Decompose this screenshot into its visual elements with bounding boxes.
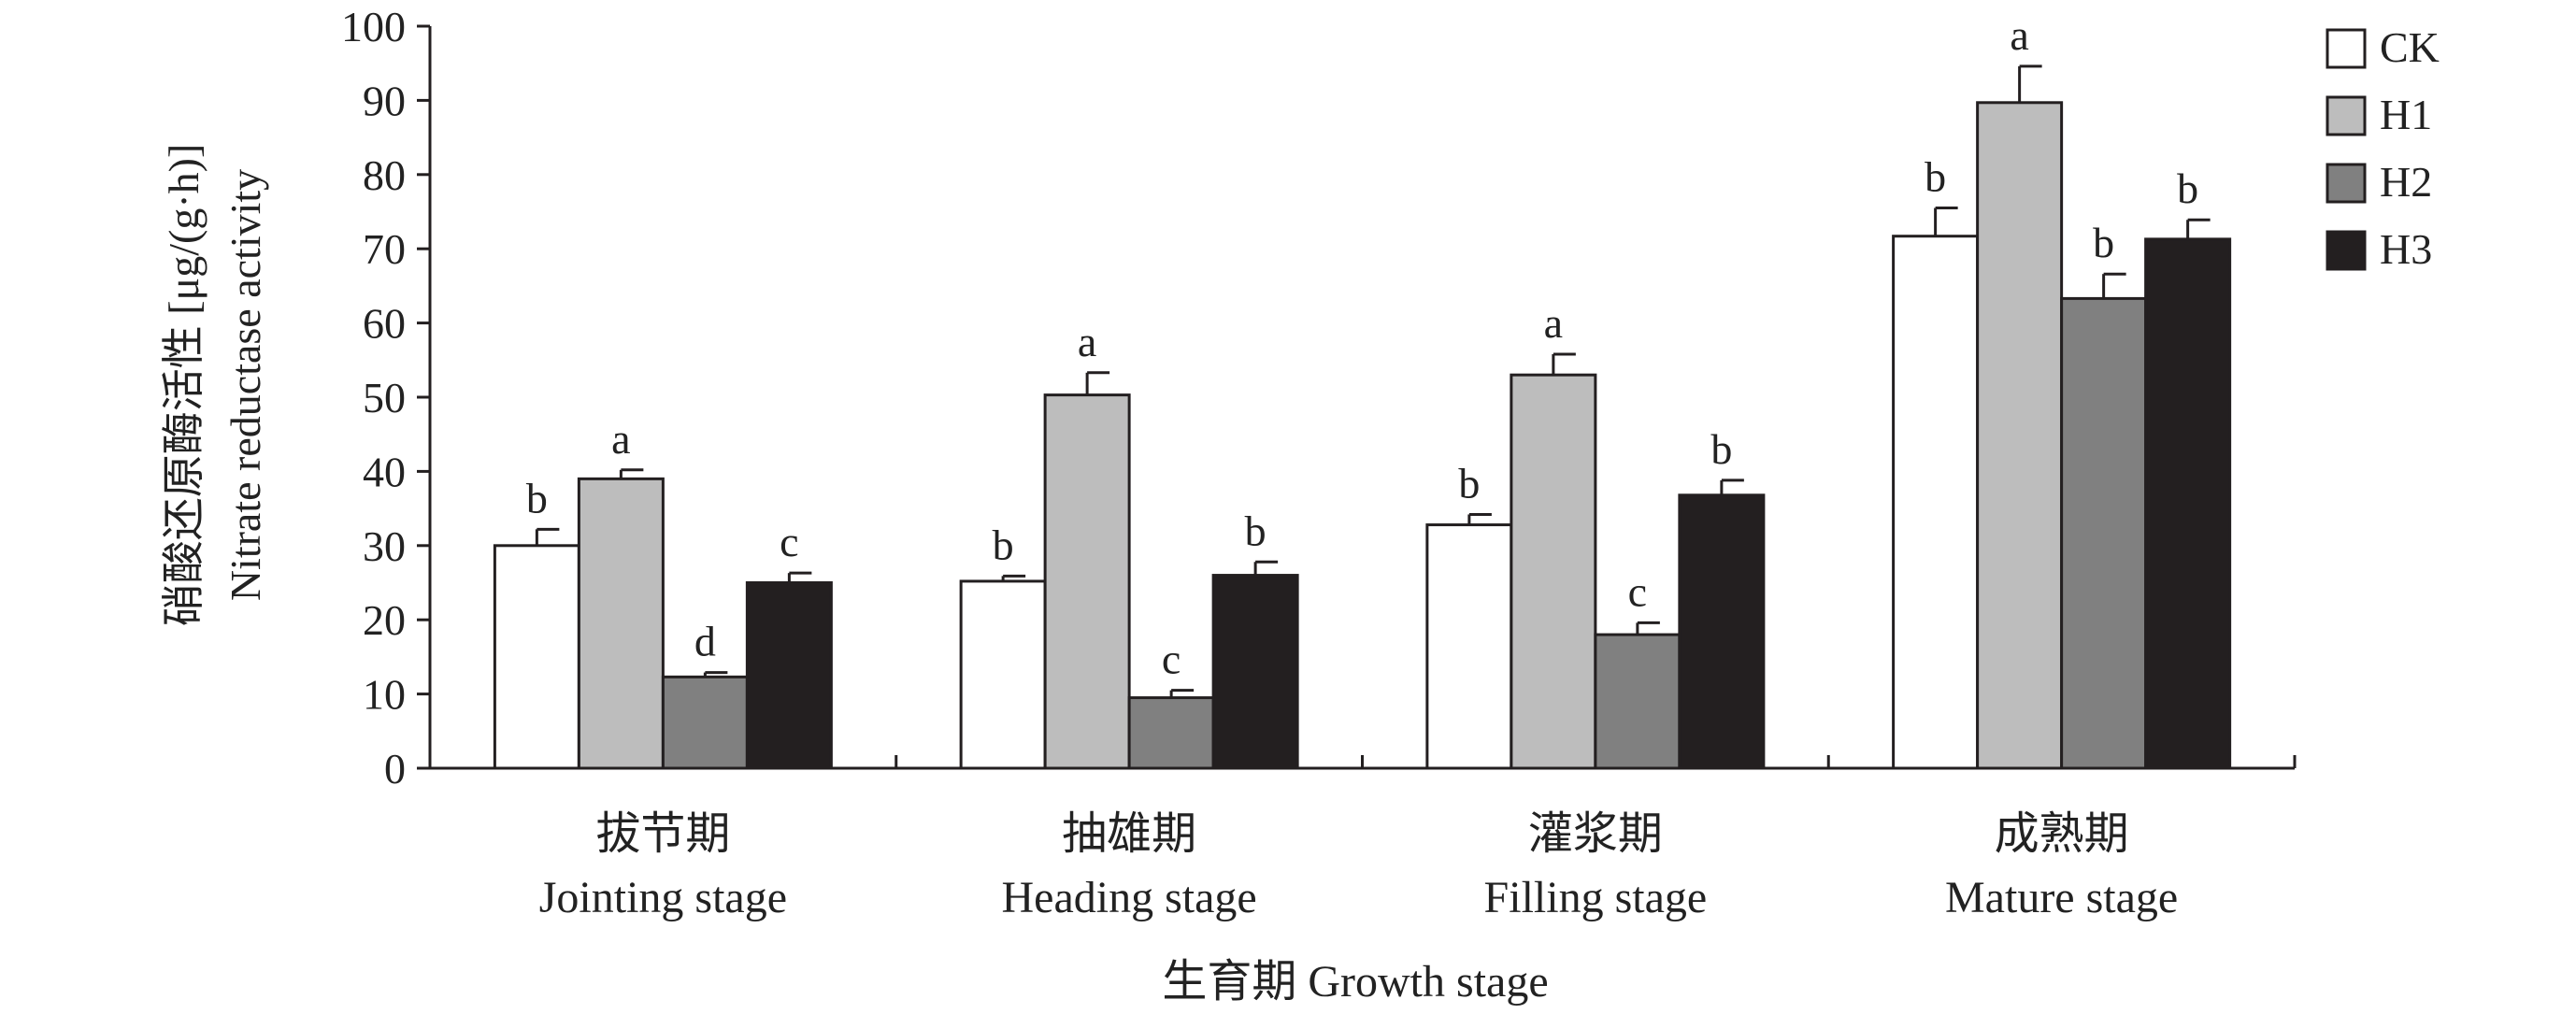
significance-label: a — [2010, 11, 2028, 59]
category-label-cn: 拔节期 — [595, 809, 730, 859]
y-tick-label: 40 — [363, 448, 406, 495]
bar-H3 — [1678, 493, 1766, 770]
bar-CK — [1425, 523, 1513, 770]
significance-label: d — [694, 618, 716, 665]
significance-label: b — [2177, 164, 2198, 212]
bar-CK — [1892, 235, 1980, 770]
significance-label: a — [1078, 318, 1096, 365]
significance-label: c — [1628, 567, 1647, 615]
y-axis-title: 硝酸还原酶活性 [μg/(g·h)] Nitrate reductase act… — [160, 144, 269, 627]
bar-H3 — [745, 581, 833, 770]
y-tick-label: 10 — [363, 671, 406, 719]
y-tick-label: 100 — [341, 3, 406, 50]
significance-label: c — [1162, 636, 1181, 683]
significance-label: a — [611, 415, 630, 463]
y-tick-label: 80 — [363, 151, 406, 199]
bar-H2 — [1127, 696, 1215, 770]
y-tick-label: 70 — [363, 225, 406, 273]
significance-label: b — [1458, 459, 1480, 507]
bar-H1 — [1510, 373, 1597, 770]
bar-H2 — [1594, 633, 1682, 770]
y-tick-label: 30 — [363, 522, 406, 570]
category-label-cn: 灌浆期 — [1528, 809, 1663, 859]
significance-label: b — [1245, 507, 1267, 554]
significance-label: b — [1925, 153, 1946, 201]
bar-CK — [493, 544, 580, 770]
significance-label: c — [780, 518, 798, 565]
category-label-en: Filling stage — [1484, 873, 1708, 922]
legend-swatch-H3 — [2326, 230, 2367, 271]
significance-label: b — [2093, 219, 2114, 266]
y-tick-label: 60 — [363, 300, 406, 348]
y-tick-label: 0 — [384, 745, 406, 793]
legend-label-H1: H1 — [2380, 91, 2432, 138]
y-tick-label: 50 — [363, 374, 406, 421]
plot-area: 0 10 20 30 40 50 60 70 80 90 100 b a d c 拔节期 Jointing st… — [341, 3, 2297, 922]
bar-H2 — [661, 675, 749, 770]
y-tick-label: 20 — [363, 596, 406, 644]
category-label-cn: 抽雄期 — [1062, 809, 1196, 859]
y-axis-title-cn: 硝酸还原酶活性 [μg/(g·h)] — [160, 144, 208, 627]
x-axis-title: 生育期 Growth stage — [1162, 957, 1548, 1007]
legend: CK H1 H2 H3 — [2326, 23, 2440, 273]
y-tick-label: 90 — [363, 77, 406, 124]
legend-label-CK: CK — [2380, 23, 2440, 71]
bar-H3 — [2144, 237, 2232, 770]
bar-H1 — [1043, 393, 1131, 770]
bar-H3 — [1211, 574, 1299, 770]
significance-label: b — [526, 474, 548, 521]
legend-swatch-H1 — [2326, 95, 2367, 136]
legend-label-H2: H2 — [2380, 158, 2432, 206]
legend-label-H3: H3 — [2380, 225, 2432, 273]
category-label-en: Jointing stage — [539, 873, 787, 922]
category-label-cn: 成熟期 — [1995, 809, 2129, 859]
bar-H2 — [2060, 296, 2148, 770]
bar-CK — [959, 579, 1047, 770]
category-label-en: Mature stage — [1945, 873, 2178, 922]
significance-label: b — [993, 521, 1014, 568]
legend-swatch-H2 — [2326, 163, 2367, 204]
significance-label: b — [1710, 425, 1732, 473]
bar-H1 — [1976, 101, 2064, 770]
category-label-en: Heading stage — [1002, 873, 1257, 922]
bar-H1 — [577, 477, 665, 770]
legend-swatch-CK — [2326, 28, 2367, 69]
y-axis-title-en: Nitrate reductase activity — [222, 169, 269, 601]
significance-label: a — [1544, 299, 1563, 347]
